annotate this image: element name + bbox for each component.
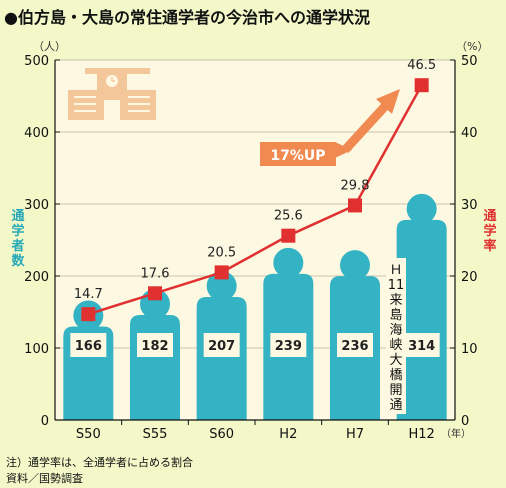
footnote-2: 資料／国勢調査 [6, 471, 83, 485]
rate-label-1: 17.6 [141, 266, 170, 281]
rate-label-5: 46.5 [407, 58, 436, 73]
value-label-box-2 [203, 333, 240, 357]
left-tick-label-0: 0 [41, 414, 49, 429]
value-label-box-4 [337, 333, 373, 357]
bar-value-label-1: 182 [141, 339, 168, 354]
bridge-note-char-3: 島 [389, 308, 402, 323]
value-label-box-0 [70, 333, 107, 357]
bar-body-2 [196, 296, 247, 420]
left-tick-label-3: 300 [24, 198, 49, 213]
bar-value-label-2: 207 [208, 339, 235, 354]
growth-arrow: 17%UP [260, 89, 400, 166]
right-axis-label: 通学率通学率 [483, 208, 496, 254]
bars: 166 182 207 239 236 314 [63, 193, 447, 420]
bridge-note-char-5: 峡 [389, 338, 402, 353]
x-tick-label-5: H12 [409, 427, 435, 442]
bridge-note-char-9: 通 [389, 398, 402, 413]
right-tick-label-0: 0 [461, 414, 469, 429]
bridge-note-char-7: 橋 [389, 368, 402, 383]
rate-line: 14.7 17.6 20.5 25.6 29.8 46.5 [74, 58, 436, 322]
rate-point-3 [281, 228, 296, 243]
bar-head-4 [340, 250, 370, 281]
bridge-note-char-8: 開 [389, 383, 402, 398]
rate-label-4: 29.8 [341, 178, 370, 193]
left-axis-unit: （人） [33, 40, 66, 53]
year-suffix: （年） [441, 427, 471, 440]
left-axis-label: 通学者数通学者数 [10, 208, 25, 269]
annotation-box [260, 142, 336, 166]
bar-body-1 [130, 314, 180, 420]
x-tick-label-1: S55 [143, 427, 168, 442]
left-tick-label-1: 100 [24, 342, 49, 357]
left-label-char-1: 学 [11, 223, 24, 239]
right-label-char-2: 率 [483, 238, 496, 254]
rate-label-0: 14.7 [74, 287, 103, 302]
bar-value-label-5: 314 [408, 339, 435, 354]
bar-head-3 [273, 247, 304, 278]
bar-body-5 [396, 219, 447, 420]
bar-value-label-4: 236 [341, 339, 368, 354]
footnote-1: 注）通学率は、全通学者に占める割合 [6, 455, 193, 469]
x-tick-label-2: S60 [209, 427, 234, 442]
right-tick-label-5: 50 [461, 54, 478, 69]
x-tick-label-4: H7 [346, 427, 364, 442]
bar-S60: 207 [196, 270, 247, 420]
bar-S55: 182 [130, 288, 180, 420]
bar-H7: 236 [330, 250, 380, 420]
right-axis-unit: （%） [456, 40, 488, 53]
left-label-char-3: 数 [11, 253, 25, 269]
x-tick-label-3: H2 [279, 427, 297, 442]
bar-head-2 [206, 270, 237, 301]
bridge-note-char-2: 来 [389, 293, 402, 308]
right-label-char-0: 通 [483, 208, 496, 224]
right-tick-label-2: 20 [461, 270, 478, 285]
rate-point-2 [214, 265, 229, 280]
left-tick-label-5: 500 [24, 54, 49, 69]
rate-point-4 [348, 198, 362, 213]
bridge-note-char-4: 海 [389, 323, 402, 338]
right-tick-label-3: 30 [461, 198, 478, 213]
bar-head-5 [406, 193, 437, 224]
rate-point-1 [148, 286, 162, 301]
right-label-char-1: 学 [483, 223, 496, 239]
rate-line-path [87, 84, 423, 316]
bar-value-label-0: 166 [75, 339, 102, 354]
left-tick-label-4: 400 [24, 126, 49, 141]
bridge-note-char-0: Ｈ [389, 263, 402, 278]
bridge-note-char-1: 11 [388, 278, 405, 293]
rate-point-0 [81, 307, 96, 322]
value-label-box-1 [137, 333, 173, 357]
value-label-box-3 [270, 333, 307, 357]
left-label-char-2: 者 [10, 238, 24, 254]
school-icon [68, 68, 156, 120]
bridge-note-char-6: 大 [389, 353, 402, 368]
rate-label-2: 20.5 [207, 245, 236, 260]
value-label-box-5 [403, 333, 440, 357]
left-tick-label-2: 200 [24, 270, 49, 285]
right-tick-label-4: 40 [461, 126, 478, 141]
bar-S50: 166 [63, 300, 114, 420]
x-tick-label-0: S50 [76, 427, 101, 442]
right-tick-label-1: 10 [461, 342, 478, 357]
bridge-note-box [386, 258, 406, 414]
bar-H12: 314 [396, 193, 447, 420]
bar-value-label-3: 239 [275, 339, 302, 354]
bar-H2: 239 [263, 247, 314, 420]
rate-label-3: 25.6 [274, 209, 303, 224]
annotation-label: 17%UP [270, 148, 325, 164]
left-label-char-0: 通 [11, 208, 24, 224]
axes: 0 100 200 300 400 500 0 10 20 30 40 50 S50 S55 S60 H2 H7… [24, 54, 477, 442]
chart-title: ●伯方島・大島の常住通学者の今治市への通学状況 [4, 8, 370, 27]
rate-point-5 [414, 78, 429, 93]
